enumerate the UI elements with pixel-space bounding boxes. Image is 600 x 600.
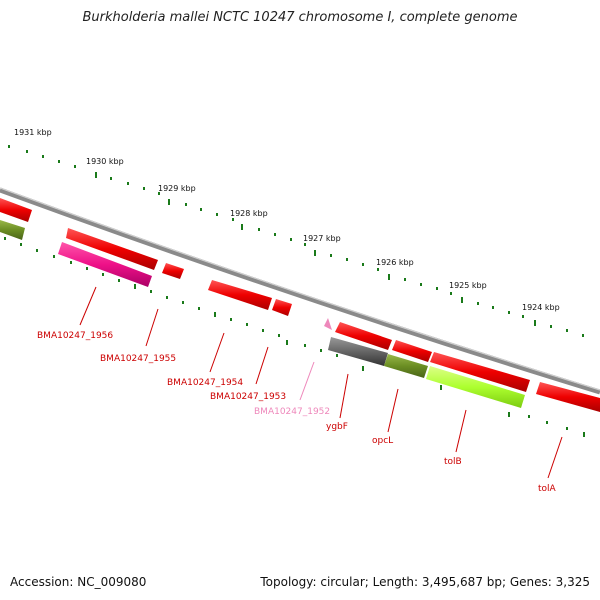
inner-ruler-ticks xyxy=(4,237,585,437)
gene-block-BMA10247_1956 xyxy=(66,228,158,270)
ruler-label-1931: 1931 kbp xyxy=(14,128,52,137)
ruler-label-1926: 1926 kbp xyxy=(376,258,414,267)
ruler-labels: 1931 kbp 1930 kbp 1929 kbp 1928 kbp 1927… xyxy=(14,128,560,312)
chromosome-backbone-highlight xyxy=(0,187,600,391)
gene-label-BMA10247_1956: BMA10247_1956 xyxy=(37,331,113,341)
gene-block-opcL xyxy=(392,340,432,362)
ruler-label-1929: 1929 kbp xyxy=(158,184,196,193)
accession-text: Accession: NC_009080 xyxy=(10,575,147,589)
genome-summary-text: Topology: circular; Length: 3,495,687 bp… xyxy=(260,575,590,589)
gene-label-ygbF: ygbF xyxy=(326,422,348,432)
ruler-label-1930: 1930 kbp xyxy=(86,157,124,166)
gene-block-ygbF-rna xyxy=(328,337,388,366)
gene-block-olive-left xyxy=(0,220,25,240)
bottom-strand-features xyxy=(0,220,525,408)
map-title: Burkholderia mallei NCTC 10247 chromosom… xyxy=(82,10,518,25)
gene-labels: BMA10247_1956 BMA10247_1955 BMA10247_195… xyxy=(37,331,557,494)
gene-block-tolA xyxy=(536,382,600,412)
gene-label-BMA10247_1952: BMA10247_1952 xyxy=(254,407,330,417)
gene-block-BMA10247_1953 xyxy=(272,299,292,316)
ruler-label-1927: 1927 kbp xyxy=(303,234,341,243)
chromosome-backbone xyxy=(0,187,600,395)
gene-block-opcL-olive xyxy=(384,354,428,378)
gene-block-BMA10247_1954 xyxy=(208,280,272,310)
ruler-label-1924: 1924 kbp xyxy=(522,303,560,312)
gene-block-tolB-lime xyxy=(426,366,525,408)
gene-block-BMA10247_1952 xyxy=(324,318,332,330)
gene-block-ygbF xyxy=(335,322,392,350)
gene-block-left xyxy=(0,198,32,222)
ruler-label-1928: 1928 kbp xyxy=(230,209,268,218)
gene-label-BMA10247_1955: BMA10247_1955 xyxy=(100,354,176,364)
gene-label-BMA10247_1954: BMA10247_1954 xyxy=(167,378,243,388)
gene-label-opcL: opcL xyxy=(372,436,393,446)
gene-label-tolA: tolA xyxy=(538,484,557,494)
gene-block-BMA10247_1955 xyxy=(58,242,152,287)
outer-ruler-ticks xyxy=(8,145,584,337)
gene-label-BMA10247_1953: BMA10247_1953 xyxy=(210,392,286,402)
gene-block-tolB xyxy=(430,352,530,392)
top-strand-features xyxy=(0,198,600,412)
ruler-label-1925: 1925 kbp xyxy=(449,281,487,290)
gene-label-tolB: tolB xyxy=(444,457,462,467)
gene-block-BMA10247_1954-small xyxy=(162,263,184,279)
label-connectors xyxy=(79,286,563,479)
